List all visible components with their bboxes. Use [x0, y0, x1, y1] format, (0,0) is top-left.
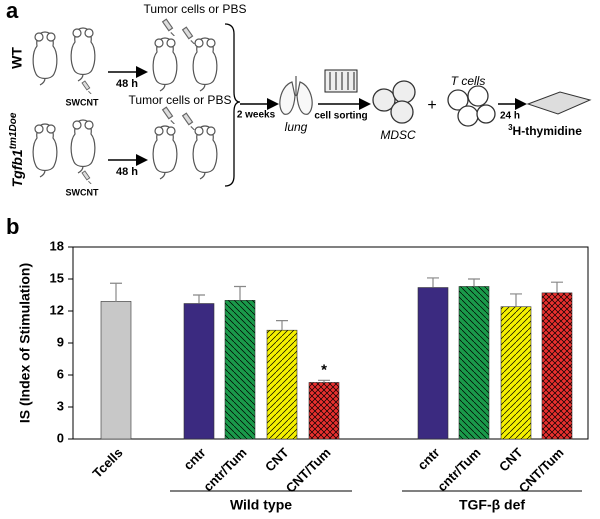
error-bar	[318, 379, 330, 383]
y-tick-label: 0	[57, 430, 64, 445]
error-bar	[193, 294, 205, 304]
sorting-label: cell sorting	[314, 111, 367, 122]
panel-a: a WT Tgfb1tm1Doe Tumor cells or PBS Tumo…	[6, 0, 592, 197]
wait-label: 2 weeks	[237, 110, 276, 121]
error-bar	[110, 282, 122, 302]
error-bar	[551, 281, 563, 293]
x-tick-label: CNT	[496, 445, 526, 475]
ko-label: Tgfb1tm1Doe	[8, 112, 25, 187]
panel-label: b	[6, 214, 19, 239]
panel-b: b IS (Index of Stimulation)	[6, 214, 33, 423]
assay-name: H-thymidine	[513, 124, 583, 138]
y-tick-label: 18	[50, 238, 64, 253]
delay-label: 48 h	[116, 78, 138, 90]
y-tick-label: 3	[57, 398, 64, 413]
x-tick-label: CNT/Tum	[516, 445, 567, 496]
bar-hatch	[267, 330, 297, 439]
delay-label: 48 h	[116, 166, 138, 178]
annotation: *	[321, 361, 327, 378]
bar	[183, 303, 215, 440]
treatment-label: SWCNT	[66, 187, 99, 197]
error-bar	[510, 293, 522, 307]
error-bar	[234, 285, 246, 301]
bar	[417, 287, 449, 440]
y-tick-label: 12	[50, 302, 64, 317]
treatment-label: SWCNT	[66, 97, 99, 107]
ko-name: Tgfb1	[9, 149, 25, 187]
y-tick-label: 6	[57, 366, 64, 381]
x-tick-label: cntr/Tum	[200, 445, 249, 494]
y-tick-label: 15	[50, 270, 64, 285]
x-tick-label: CNT/Tum	[283, 445, 334, 496]
x-tick-label: Tcells	[90, 445, 126, 481]
bar-hatch	[459, 286, 489, 439]
bar-hatch	[309, 382, 339, 439]
bar-hatch	[501, 306, 531, 439]
organ-label: lung	[285, 120, 308, 134]
panel-label: a	[6, 0, 19, 23]
injection-label: Tumor cells or PBS	[144, 2, 247, 16]
bar-hatch	[542, 292, 572, 439]
group-label: Wild type	[230, 497, 292, 513]
x-tick-label: cntr/Tum	[434, 445, 483, 494]
error-bar	[468, 278, 480, 287]
incubation-label: 24 h	[500, 111, 520, 122]
wt-label: WT	[9, 47, 25, 69]
x-tick-label: cntr	[181, 445, 209, 473]
plus: +	[427, 97, 436, 114]
mdsc-label: MDSC	[380, 128, 416, 142]
injection-label: Tumor cells or PBS	[129, 93, 232, 107]
ko-sup: tm1Doe	[8, 112, 19, 149]
y-tick-label: 9	[57, 334, 64, 349]
t-cells-label: T cells	[451, 74, 486, 88]
bar-hatch	[225, 300, 255, 439]
x-tick-label: cntr	[415, 445, 443, 473]
bar	[100, 301, 132, 440]
y-axis-label: IS (Index of Stimulation)	[17, 263, 33, 423]
assay-label: 3H-thymidine	[508, 123, 582, 138]
group-label: TGF-β def	[459, 497, 525, 513]
error-bar	[276, 320, 288, 331]
error-bar	[427, 277, 439, 288]
assay-sup: 3	[508, 123, 513, 132]
x-tick-label: CNT	[262, 445, 292, 475]
